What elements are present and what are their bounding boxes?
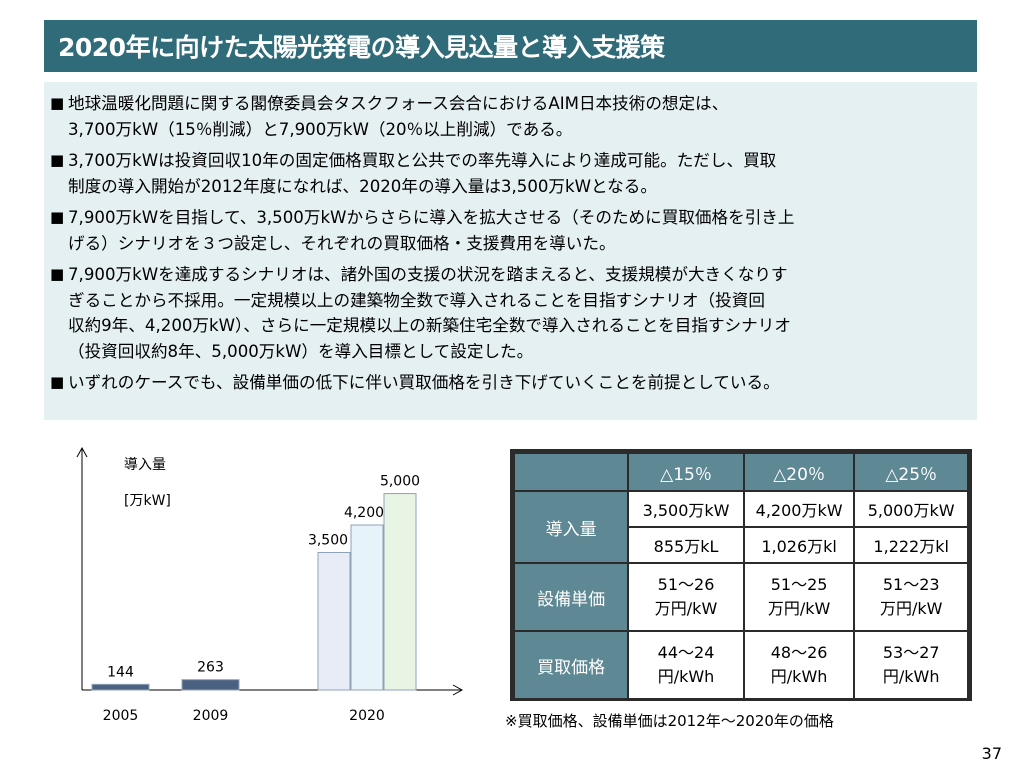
chart-canvas: 144 2005 263 2009 3,500 4,200 5,000 2020 <box>76 446 464 724</box>
bullet-text: 3,700万kWは投資回収10年の固定価格買取と公共での率先導入により達成可能。… <box>68 151 777 196</box>
bullet-marker: ■ <box>50 373 65 391</box>
table-cell: 44～24 円/kWh <box>627 630 745 700</box>
table-cell: 3,500万kW <box>627 490 745 528</box>
table-row-header: 導入量 <box>512 490 630 564</box>
table-corner <box>512 452 630 492</box>
x-tick-label: 2020 <box>349 708 385 724</box>
table-cell: 53～27 円/kWh <box>853 630 969 700</box>
x-tick-label: 2009 <box>193 708 229 724</box>
table-cell: 855万kL <box>627 526 745 564</box>
table-row-header: 設備単価 <box>512 562 630 632</box>
bullet-marker: ■ <box>50 151 65 169</box>
bar-value-label: 5,000 <box>380 474 420 490</box>
bar-value-label: 144 <box>107 664 134 680</box>
bullet-item: ■ 7,900万kWを達成するシナリオは、諸外国の支援の状況を踏まえると、支援規… <box>50 262 965 364</box>
x-axis-arrow <box>452 684 464 696</box>
bar-value-label: 3,500 <box>308 533 348 549</box>
bar-value-label: 4,200 <box>344 505 384 521</box>
table-cell: 4,200万kW <box>742 490 856 528</box>
y-axis-arrow <box>76 446 88 458</box>
table-column-header: △15％ <box>627 452 745 492</box>
table-cell: 1,222万kl <box>853 526 969 564</box>
page-title: 2020年に向けた太陽光発電の導入見込量と導入支援策 <box>58 33 665 62</box>
chart-bar <box>91 683 150 691</box>
table-row-header: 買取価格 <box>512 630 630 700</box>
table-cell: 1,026万kl <box>742 526 856 564</box>
x-tick-label: 2005 <box>103 708 139 724</box>
chart-bar <box>383 493 417 691</box>
table-column-header: △25％ <box>853 452 969 492</box>
bullet-item: ■ いずれのケースでも、設備単価の低下に伴い買取価格を引き下げていくことを前提と… <box>50 370 965 396</box>
table-column-header: △20％ <box>742 452 856 492</box>
table-cell: 51～26 万円/kW <box>627 562 745 632</box>
table-cell: 48～26 円/kWh <box>742 630 856 700</box>
chart-ylabel: 導入量 <box>124 457 166 473</box>
bullet-item: ■ 地球温暖化問題に関する閣僚委員会タスクフォース会合におけるAIM日本技術の想… <box>50 91 965 142</box>
bullet-text: 7,900万kWを目指して、3,500万kWからさらに導入を拡大させる（そのため… <box>68 208 795 253</box>
bullet-list: ■ 地球温暖化問題に関する閣僚委員会タスクフォース会合におけるAIM日本技術の想… <box>44 82 977 420</box>
bar-value-label: 263 <box>197 660 224 676</box>
bullet-item: ■ 3,700万kWは投資回収10年の固定価格買取と公共での率先導入により達成可… <box>50 148 965 199</box>
chart-bar <box>181 679 240 691</box>
bullet-marker: ■ <box>50 94 65 112</box>
install-volume-chart: 144 2005 263 2009 3,500 4,200 5,000 2020 導入量 [万… <box>60 440 480 730</box>
table-cell: 51～25 万円/kW <box>742 562 856 632</box>
bullet-text: いずれのケースでも、設備単価の低下に伴い買取価格を引き下げていくことを前提として… <box>68 373 780 392</box>
bullet-marker: ■ <box>50 265 65 283</box>
scenario-table-grid: △15％ △20％ △25％ 導入量 3,500万kW 4,200万kW 5,0… <box>512 452 969 700</box>
bullet-text: 地球温暖化問題に関する閣僚委員会タスクフォース会合におけるAIM日本技術の想定は… <box>68 94 729 139</box>
bullet-text: 7,900万kWを達成するシナリオは、諸外国の支援の状況を踏まえると、支援規模が… <box>68 265 791 361</box>
table-cell: 5,000万kW <box>853 490 969 528</box>
chart-bar <box>317 552 351 691</box>
page-number: 37 <box>981 744 1002 763</box>
scenario-table: △15％ △20％ △25％ 導入量 3,500万kW 4,200万kW 5,0… <box>510 449 972 701</box>
chart-bar <box>350 524 384 691</box>
bullet-item: ■ 7,900万kWを目指して、3,500万kWからさらに導入を拡大させる（その… <box>50 205 965 256</box>
chart-unit: [万kW] <box>124 493 171 509</box>
footnote: ※買取価格、設備単価は2012年～2020年の価格 <box>505 712 834 730</box>
table-cell: 51～23 万円/kW <box>853 562 969 632</box>
bullet-marker: ■ <box>50 208 65 226</box>
title-bar: 2020年に向けた太陽光発電の導入見込量と導入支援策 <box>44 20 977 72</box>
